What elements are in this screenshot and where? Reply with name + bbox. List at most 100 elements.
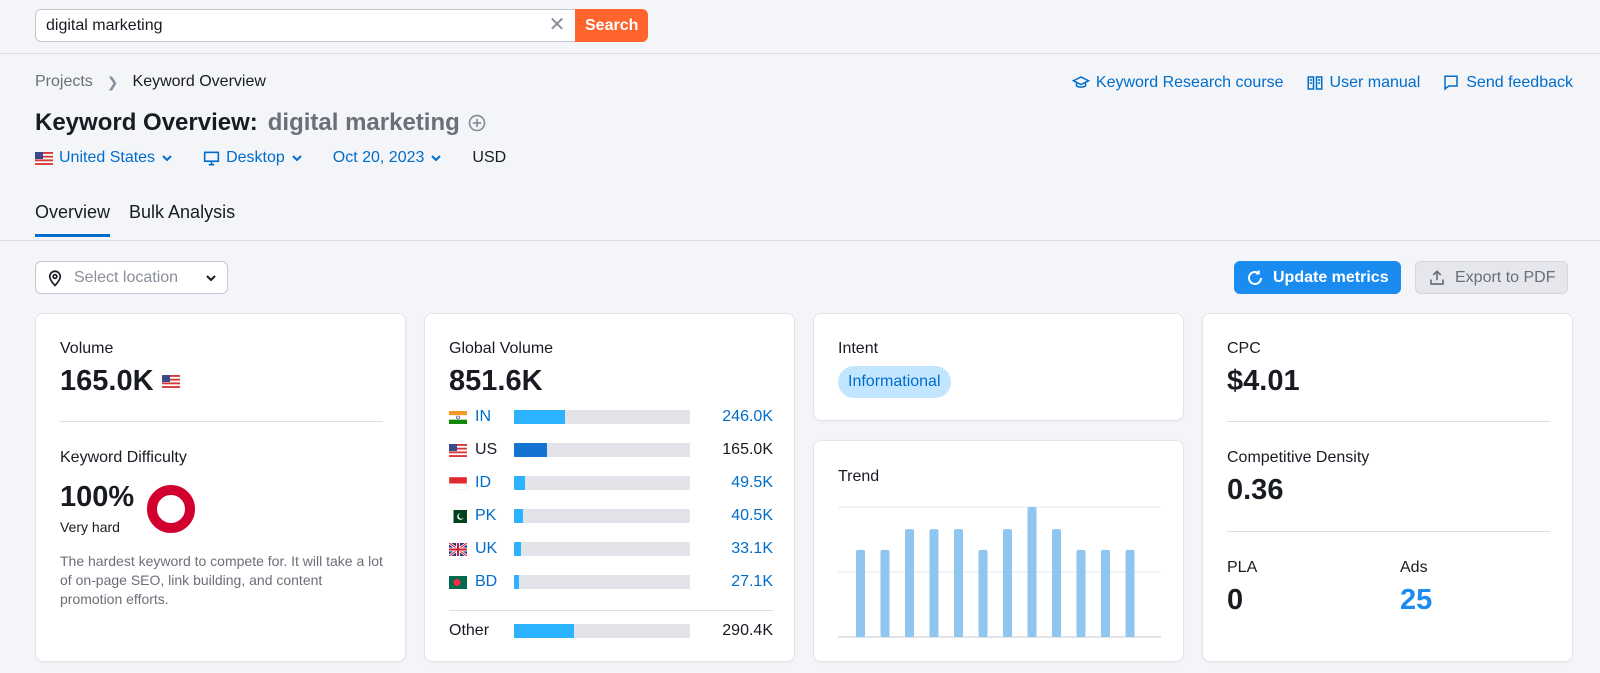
clear-icon[interactable]: ✕ xyxy=(548,14,566,36)
country-bar-fill xyxy=(514,509,523,523)
search-button[interactable]: Search xyxy=(575,9,649,42)
keyword-difficulty-value: 100% xyxy=(60,481,135,513)
cpc-label: CPC xyxy=(1227,340,1261,357)
location-select[interactable]: Select location xyxy=(35,261,228,294)
search-group: ✕ Search xyxy=(35,9,649,42)
update-metrics-button[interactable]: Update metrics xyxy=(1234,261,1401,294)
country-code[interactable]: BD xyxy=(475,573,498,590)
tab-bulk-analysis[interactable]: Bulk Analysis xyxy=(129,202,236,222)
cpc-card: CPC $4.01 Competitive Density 0.36 PLA 0… xyxy=(1202,313,1573,662)
keyword-research-course-label: Keyword Research course xyxy=(1095,74,1284,91)
keyword-difficulty-label: Keyword Difficulty xyxy=(60,449,187,466)
competitive-density-value: 0.36 xyxy=(1227,474,1284,506)
breadcrumb-projects[interactable]: Projects xyxy=(35,73,93,90)
trend-bar[interactable] xyxy=(905,529,914,637)
trend-bar[interactable] xyxy=(1052,529,1061,637)
country-code[interactable]: PK xyxy=(475,507,497,524)
user-manual-link[interactable]: User manual xyxy=(1306,74,1421,92)
date-filter[interactable]: Oct 20, 2023 xyxy=(333,149,443,167)
trend-bar[interactable] xyxy=(954,529,963,637)
volume-card: Volume 165.0K Keyword Difficulty 100% Ve… xyxy=(35,313,406,662)
ads-value[interactable]: 25 xyxy=(1400,584,1433,616)
us-flag-icon xyxy=(161,375,180,388)
send-feedback-link[interactable]: Send feedback xyxy=(1442,74,1573,92)
refresh-icon xyxy=(1248,270,1262,285)
cpc-value: $4.01 xyxy=(1227,365,1300,397)
global-volume-divider xyxy=(449,610,773,611)
device-filter-label: Desktop xyxy=(226,149,285,166)
trend-bar[interactable] xyxy=(1125,549,1135,637)
intent-label: Intent xyxy=(838,340,879,357)
country-code[interactable]: IN xyxy=(475,408,491,425)
country-filter-label: United States xyxy=(59,149,156,166)
country-bar-fill xyxy=(514,410,566,424)
country-value[interactable]: 49.5K xyxy=(731,474,773,491)
uk-flag-icon xyxy=(449,542,467,556)
competitive-density-label: Competitive Density xyxy=(1227,449,1370,466)
intent-badge[interactable]: Informational xyxy=(838,366,951,398)
country-value[interactable]: 27.1K xyxy=(731,573,773,590)
location-select-placeholder: Select location xyxy=(74,268,179,286)
page-title-keyword: digital marketing xyxy=(267,109,460,136)
country-row-bd[interactable]: BD 27.1K xyxy=(449,572,773,592)
country-bar-fill xyxy=(514,624,574,638)
page-title-label: Keyword Overview: xyxy=(35,109,258,136)
us-flag-icon xyxy=(449,443,467,457)
add-circle-icon[interactable] xyxy=(467,113,487,133)
cpc-divider xyxy=(1227,421,1550,422)
user-manual-label: User manual xyxy=(1329,74,1421,91)
india-flag-icon xyxy=(449,410,467,424)
chevron-down-icon xyxy=(431,155,442,162)
location-pin-icon xyxy=(48,270,62,287)
breadcrumb-current: Keyword Overview xyxy=(132,73,266,90)
desktop-icon xyxy=(203,151,220,165)
country-bar-track xyxy=(514,575,690,589)
bangladesh-flag-icon xyxy=(449,575,467,589)
volume-label: Volume xyxy=(60,340,114,357)
country-bar-track xyxy=(514,410,690,424)
trend-bar[interactable] xyxy=(1003,529,1012,637)
pla-label: PLA xyxy=(1227,559,1258,576)
trend-bar[interactable] xyxy=(1101,549,1110,637)
country-bar-fill xyxy=(514,443,548,457)
chat-bubble-icon xyxy=(1444,75,1458,91)
country-code[interactable]: ID xyxy=(475,474,491,491)
country-value[interactable]: 40.5K xyxy=(731,507,773,524)
keyword-research-course-link[interactable]: Keyword Research course xyxy=(1071,74,1284,92)
trend-bar[interactable] xyxy=(1027,507,1037,637)
country-filter[interactable]: United States xyxy=(35,149,173,167)
chevron-right-icon: ❯ xyxy=(106,73,119,90)
trend-bar[interactable] xyxy=(880,549,890,637)
export-pdf-button[interactable]: Export to PDF xyxy=(1415,261,1569,294)
trend-bar[interactable] xyxy=(929,529,939,637)
search-input[interactable] xyxy=(35,9,575,42)
country-row-us: US 165.0K xyxy=(449,440,773,460)
graduation-cap-icon xyxy=(1071,76,1090,88)
keyword-difficulty-description: The hardest keyword to compete for. It w… xyxy=(60,553,383,607)
volume-value-row: 165.0K xyxy=(60,365,180,398)
trend-bar[interactable] xyxy=(856,549,865,637)
book-icon xyxy=(1307,76,1323,90)
top-search-bar: ✕ Search xyxy=(0,0,1600,54)
country-row-id[interactable]: ID 49.5K xyxy=(449,473,773,493)
country-code[interactable]: UK xyxy=(475,540,498,557)
device-filter[interactable]: Desktop xyxy=(203,149,303,167)
trend-bar[interactable] xyxy=(1076,549,1086,637)
keyword-difficulty-level: Very hard xyxy=(60,519,120,535)
country-value[interactable]: 246.0K xyxy=(722,408,773,425)
pla-value: 0 xyxy=(1227,584,1244,616)
trend-chart xyxy=(838,506,1161,638)
country-row-pk[interactable]: PK 40.5K xyxy=(449,506,773,526)
chevron-down-icon xyxy=(292,155,302,162)
country-row-uk[interactable]: UK 33.1K xyxy=(449,539,773,559)
country-bar-track xyxy=(514,509,690,523)
country-code: US xyxy=(475,441,498,458)
country-value[interactable]: 33.1K xyxy=(731,540,773,557)
other-value: 290.4K xyxy=(722,622,773,639)
country-row-in[interactable]: IN 246.0K xyxy=(449,407,773,427)
other-label: Other xyxy=(449,622,490,639)
tab-overview[interactable]: Overview xyxy=(35,202,111,237)
country-bar-fill xyxy=(514,575,520,589)
trend-bar[interactable] xyxy=(978,549,988,637)
country-value: 165.0K xyxy=(722,441,773,458)
